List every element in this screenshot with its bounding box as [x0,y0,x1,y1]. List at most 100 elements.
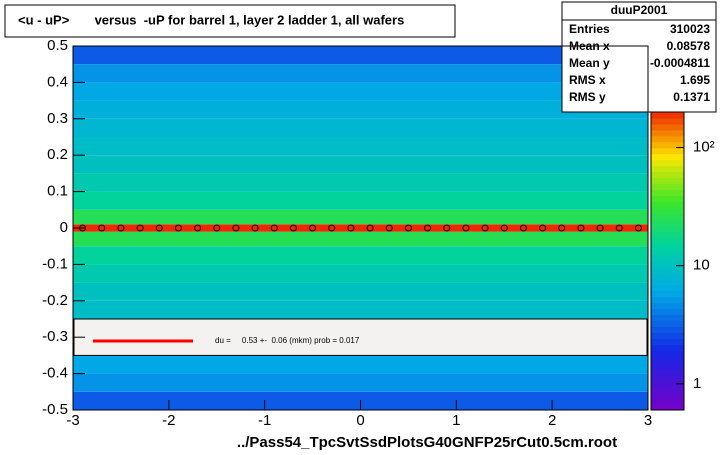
palette-step [651,290,684,298]
legend-label: du = 0.53 +- 0.06 (mkm) prob = 0.017 [215,336,360,345]
y-tick-label: 0.3 [47,110,68,127]
profile-point [577,224,585,232]
profile-point [424,224,432,232]
palette-step [651,255,684,262]
y-tick-label: 0.4 [47,73,68,90]
title-box [4,4,456,38]
palette-step [651,153,684,161]
chart-title: <u - uP> versus -uP for barrel 1, layer … [18,12,404,27]
profile-point [347,224,355,232]
x-tick-label: 0 [356,412,364,429]
profile-point [155,224,163,232]
profile-point [443,224,451,232]
z-tick-label: 10 [693,257,710,274]
y-tick-label: 0.5 [47,37,68,54]
palette-step [651,404,684,411]
stat-value: 0.1371 [673,90,710,104]
profile-point [136,224,144,232]
palette-step [651,195,684,202]
palette-step [651,261,684,268]
heat-cell [73,282,648,301]
profile-point [519,224,527,232]
profile-point [366,224,374,232]
y-tick-label: 0.2 [47,146,68,163]
heat-cell [73,246,648,265]
palette-step [651,112,684,119]
x-tick-label: -1 [258,412,271,429]
stat-value: 0.08578 [667,39,711,53]
heat-cell [73,224,648,232]
y-tick-label: 0 [60,219,68,236]
profile-point [615,224,623,232]
palette-step [651,314,684,322]
palette-step [651,344,684,351]
stat-label: Entries [569,22,610,36]
stat-label: Mean x [569,39,610,53]
heat-cell [73,300,648,319]
stat-label: RMS x [569,73,606,87]
heat-cell [73,373,648,392]
profile-point [194,224,202,232]
palette-step [651,368,684,375]
x-tick-label: 3 [644,412,652,429]
palette-step [651,141,684,149]
z-tick-label: 1 [693,375,701,392]
x-tick-label: -3 [66,412,79,429]
palette-step [651,284,684,292]
profile-point [404,224,412,232]
palette-step [651,213,684,220]
palette-step [651,243,684,250]
heat-cell [73,173,648,192]
profile-point [309,224,317,232]
heat-cell [73,46,648,65]
heat-cell [73,137,648,156]
palette-step [651,362,684,369]
heat-cell [73,355,648,374]
palette-step [651,183,684,190]
profile-point [328,224,336,232]
stat-label: RMS y [569,90,606,104]
profile-point [558,224,566,232]
palette-step [651,332,684,339]
profile-point [232,224,240,232]
palette-step [651,350,684,357]
palette-step [651,356,684,363]
palette-step [651,219,684,226]
profile-point [289,224,297,232]
profile-point [385,224,393,232]
heat-cell [73,264,648,283]
palette-step [651,129,684,137]
heat-cell [73,231,648,247]
palette-step [651,159,684,167]
palette-step [651,123,684,131]
y-tick-label: -0.5 [42,401,68,418]
y-tick-label: -0.4 [42,365,68,382]
palette-step [651,278,684,286]
heat-cell [73,209,648,225]
profile-point [500,224,508,232]
profile-point [98,224,106,232]
x-tick-label: -2 [162,412,175,429]
palette-step [651,266,684,274]
stat-label: Mean y [569,56,610,70]
heat-cell [73,155,648,174]
palette-step [651,308,684,316]
palette-step [651,380,684,387]
heat-cell [73,100,648,119]
palette-step [651,392,684,399]
palette-frame [650,111,685,411]
profile-point [117,224,125,232]
x-tick-label: 1 [452,412,460,429]
heat-cell [73,82,648,101]
stat-value: 310023 [670,22,710,36]
palette-step [651,249,684,256]
palette-step [651,398,684,405]
profile-point [481,224,489,232]
palette-step [651,201,684,208]
y-tick-label: -0.2 [42,292,68,309]
profile-point [213,224,221,232]
palette-step [651,177,684,185]
palette-step [651,147,684,155]
palette-step [651,237,684,244]
